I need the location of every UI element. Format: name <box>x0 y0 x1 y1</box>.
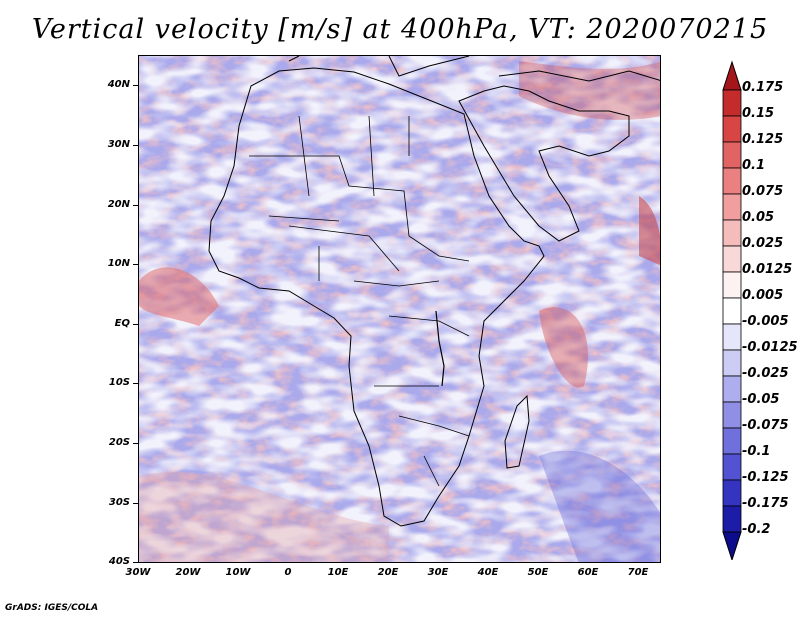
lat-tick <box>133 205 138 206</box>
colorbar-label: -0.005 <box>742 314 789 329</box>
colorbar-swatch <box>722 453 742 481</box>
colorbar-label: 0.025 <box>742 236 784 251</box>
lon-label: 10E <box>327 567 349 578</box>
colorbar-swatch <box>722 297 742 325</box>
africa-coastline <box>208 67 545 527</box>
lon-label: 70E <box>627 567 649 578</box>
lat-label: 10S <box>108 377 130 388</box>
colorbar-swatch <box>722 219 742 247</box>
lat-label: 20S <box>108 437 130 448</box>
lat-tick <box>133 264 138 265</box>
colorbar-label: 0.175 <box>742 80 784 95</box>
lat-tick <box>133 383 138 384</box>
colorbar-label: -0.05 <box>742 392 780 407</box>
colorbar-swatch <box>722 167 742 195</box>
colorbar-swatch <box>722 245 742 273</box>
lat-label: 10N <box>107 258 130 269</box>
field-texture <box>139 56 660 562</box>
lat-tick <box>133 324 138 325</box>
lat-tick <box>133 503 138 504</box>
colorbar-top-arrow <box>722 60 742 91</box>
colorbar-label: 0.005 <box>742 288 784 303</box>
map-panel <box>138 55 661 563</box>
colorbar-label: -0.1 <box>742 444 771 459</box>
lon-label: 10W <box>225 567 251 578</box>
colorbar-label: 0.05 <box>742 210 775 225</box>
lon-label: 30E <box>427 567 449 578</box>
lon-label: 60E <box>577 567 599 578</box>
colorbar-swatch <box>722 505 742 533</box>
colorbar-label: -0.0125 <box>742 340 798 355</box>
colorbar-label: 0.15 <box>742 106 775 121</box>
colorbar-swatch <box>722 323 742 351</box>
lat-label: EQ <box>114 318 130 329</box>
colorbar-swatch <box>722 141 742 169</box>
lon-label: 20W <box>175 567 201 578</box>
vertical-velocity-field <box>139 56 660 562</box>
lon-label: 20E <box>377 567 399 578</box>
madagascar-outline <box>504 394 530 469</box>
footer-credit: GrADS: IGES/COLA <box>5 603 99 613</box>
colorbar-swatch <box>722 89 742 117</box>
map-title: Vertical velocity [m/s] at 400hPa, VT: 2… <box>31 14 769 45</box>
colorbar-label: -0.175 <box>742 496 789 511</box>
colorbar-label: 0.075 <box>742 184 784 199</box>
colorbar-label: 0.125 <box>742 132 784 147</box>
colorbar-label: -0.075 <box>742 418 789 433</box>
lat-tick <box>133 145 138 146</box>
colorbar-label: -0.2 <box>742 522 771 537</box>
lat-label: 30S <box>108 497 130 508</box>
colorbar-swatch <box>722 349 742 377</box>
lat-tick <box>133 443 138 444</box>
colorbar-swatch <box>722 375 742 403</box>
colorbar-label: 0.1 <box>742 158 766 173</box>
lon-label: 0 <box>284 567 292 578</box>
colorbar-swatch <box>722 401 742 429</box>
colorbar-swatch <box>722 193 742 221</box>
colorbar-swatch <box>722 427 742 455</box>
color-scale-bar <box>722 60 742 560</box>
lat-label: 20N <box>107 199 130 210</box>
lat-tick <box>133 562 138 563</box>
colorbar-swatch <box>722 115 742 143</box>
arabia-outline <box>458 85 630 242</box>
lat-tick <box>133 85 138 86</box>
lat-label: 40N <box>107 79 130 90</box>
colorbar-label: -0.125 <box>742 470 789 485</box>
colorbar-label: -0.025 <box>742 366 789 381</box>
colorbar-bottom-arrow <box>722 531 742 560</box>
lat-label: 30N <box>107 139 130 150</box>
lat-label: 40S <box>108 556 130 567</box>
colorbar-label: 0.0125 <box>742 262 793 277</box>
colorbar-swatch <box>722 479 742 507</box>
lon-label: 50E <box>527 567 549 578</box>
lon-label: 40E <box>477 567 499 578</box>
colorbar-swatch <box>722 271 742 299</box>
lon-label: 30W <box>125 567 151 578</box>
